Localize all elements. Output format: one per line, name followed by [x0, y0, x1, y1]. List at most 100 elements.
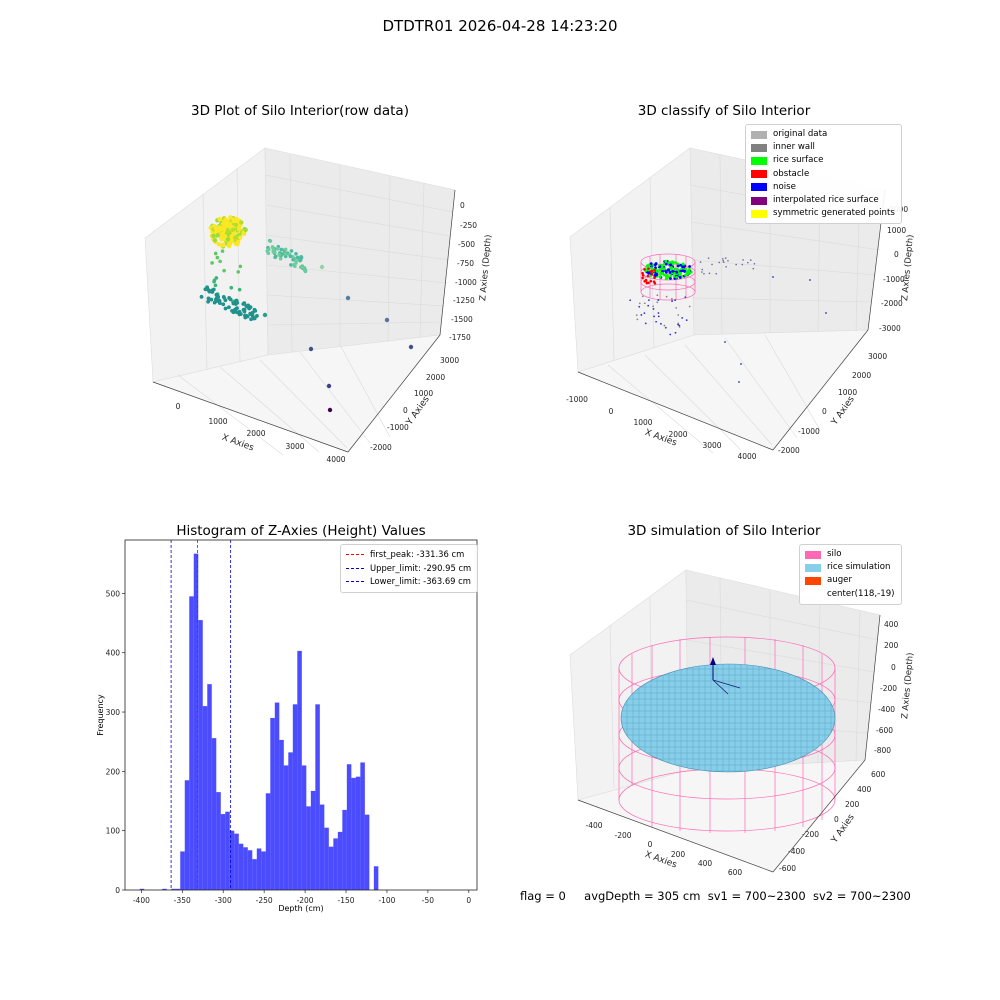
raw-data-points	[199, 215, 414, 413]
raw-data-3d-plot: 0 1000 2000 3000 4000 X Axies -2000 -100…	[144, 147, 494, 464]
histogram-bar	[180, 851, 185, 890]
data-point	[206, 296, 211, 301]
z-axis: 0 -250 -500 -750 -1000 -1250 -1500 -1750…	[439, 189, 494, 342]
legend-item: center(118,-19)	[805, 588, 895, 601]
legend-item: rice simulation	[805, 561, 895, 574]
status-avg-depth: avgDepth = 305 cm	[584, 889, 701, 903]
y-tick-label: 1000	[414, 389, 433, 398]
data-point	[655, 320, 658, 323]
data-point	[677, 314, 680, 316]
data-point	[649, 262, 653, 266]
data-point	[238, 264, 243, 269]
y-tick-label: 200	[845, 800, 860, 809]
data-point	[222, 268, 226, 273]
data-point	[215, 255, 220, 260]
data-point	[707, 257, 710, 259]
panel2-title: 3D classify of Silo Interior	[637, 103, 811, 119]
z-tick-label: -750	[457, 259, 474, 268]
data-point	[233, 241, 238, 246]
histogram-bar	[207, 684, 212, 890]
data-point	[674, 261, 678, 265]
data-point	[660, 267, 664, 270]
z-tick-label: -2000	[881, 299, 903, 308]
data-point	[215, 233, 220, 238]
data-point	[245, 314, 250, 319]
data-point	[684, 273, 687, 277]
data-point	[664, 262, 668, 266]
x-tick-label: -150	[338, 896, 355, 905]
legend-swatch	[751, 209, 767, 218]
y-tick-label: -2000	[370, 443, 392, 452]
data-point	[239, 220, 244, 225]
data-point	[234, 306, 239, 311]
histogram-bar	[189, 596, 194, 890]
x-tick-label: -400	[133, 896, 150, 905]
z-tick-label: -1000	[455, 278, 477, 287]
data-point	[205, 286, 210, 291]
histogram-bar	[265, 793, 271, 890]
legend-item: first_peak: -331.36 cm	[346, 548, 471, 562]
data-point	[724, 257, 727, 259]
y-tick-label: -1000	[387, 423, 409, 432]
figure-suptitle: DTDTR01 2026-04-28 14:23:20	[382, 17, 618, 35]
x-tick-label: -400	[585, 821, 602, 830]
histogram-bar	[247, 850, 253, 890]
data-point	[241, 230, 246, 236]
histogram-bar	[202, 706, 208, 890]
histogram-bar	[274, 702, 280, 890]
data-point	[654, 262, 658, 265]
legend-label: rice simulation	[827, 562, 891, 573]
simulation-legend: silo rice simulation auger center(118,-1…	[799, 544, 902, 605]
x-tick-label: 2000	[246, 429, 265, 438]
z-tick-label: -400	[878, 705, 895, 714]
data-point	[237, 312, 242, 317]
data-point	[660, 272, 664, 275]
data-point	[825, 312, 827, 314]
x-axis-label: Depth (cm)	[278, 904, 323, 913]
legend-line	[346, 567, 364, 569]
z-tick-label: 0	[460, 201, 465, 210]
data-point	[212, 238, 218, 243]
data-point	[747, 261, 749, 264]
legend-swatch	[805, 563, 821, 572]
data-point	[229, 234, 234, 239]
legend-item: symmetric generated points	[751, 207, 895, 220]
data-point	[681, 265, 685, 269]
x-tick-label: 200	[671, 850, 686, 859]
y-tick-label: 200	[106, 767, 121, 776]
x-tick-label: 3000	[285, 442, 304, 451]
data-point	[294, 251, 298, 256]
data-point	[681, 269, 685, 273]
data-point	[228, 297, 233, 302]
data-point	[345, 295, 351, 301]
data-point	[644, 322, 647, 325]
y-tick-label: -400	[788, 847, 805, 856]
data-point	[408, 344, 414, 350]
status-line: flag = 0 avgDepth = 305 cm sv1 = 700~230…	[520, 889, 911, 903]
data-point	[298, 257, 303, 262]
data-point	[265, 249, 270, 253]
legend-label: interpolated rice surface	[773, 195, 879, 206]
data-point	[656, 294, 659, 297]
data-point	[262, 312, 268, 318]
y-axis-label: Y Axies	[829, 394, 857, 427]
data-point	[227, 305, 231, 310]
legend-swatch	[751, 143, 767, 152]
data-point	[327, 407, 333, 413]
data-point	[276, 247, 280, 251]
data-point	[218, 259, 222, 264]
data-point	[711, 263, 713, 266]
data-point	[283, 252, 288, 256]
data-point	[657, 315, 660, 318]
x-tick-label: 400	[698, 859, 713, 868]
data-point	[635, 314, 638, 317]
data-point	[722, 261, 725, 264]
data-point	[718, 261, 721, 264]
data-point	[221, 242, 226, 248]
data-point	[211, 233, 216, 239]
data-point	[225, 229, 230, 234]
data-point	[641, 295, 644, 298]
data-point	[701, 268, 704, 271]
data-point	[206, 299, 211, 304]
z-axis-label: Z Axies (Depth)	[478, 234, 494, 301]
